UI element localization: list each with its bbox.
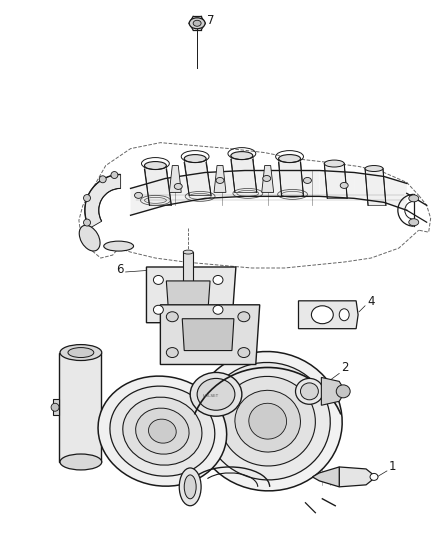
Polygon shape xyxy=(59,352,101,462)
Text: 5: 5 xyxy=(225,278,232,292)
Text: 4: 4 xyxy=(367,295,374,308)
Ellipse shape xyxy=(300,383,318,400)
Ellipse shape xyxy=(190,373,242,416)
Polygon shape xyxy=(183,252,193,284)
Ellipse shape xyxy=(370,473,378,480)
Ellipse shape xyxy=(60,345,102,360)
Polygon shape xyxy=(354,173,384,203)
Ellipse shape xyxy=(238,312,250,322)
Polygon shape xyxy=(146,267,236,322)
Ellipse shape xyxy=(153,276,163,285)
Ellipse shape xyxy=(79,225,100,251)
Ellipse shape xyxy=(184,475,196,499)
Ellipse shape xyxy=(339,309,349,321)
Ellipse shape xyxy=(365,166,383,172)
Ellipse shape xyxy=(216,177,224,183)
Ellipse shape xyxy=(110,386,215,476)
Ellipse shape xyxy=(123,397,202,465)
Polygon shape xyxy=(160,305,260,365)
Polygon shape xyxy=(321,377,345,405)
Ellipse shape xyxy=(184,155,206,163)
Polygon shape xyxy=(298,301,358,329)
Polygon shape xyxy=(319,171,354,198)
Ellipse shape xyxy=(197,378,235,410)
Ellipse shape xyxy=(153,305,163,314)
Ellipse shape xyxy=(98,376,227,486)
Ellipse shape xyxy=(148,419,176,443)
Polygon shape xyxy=(145,166,171,205)
Polygon shape xyxy=(166,281,210,309)
Polygon shape xyxy=(365,168,386,205)
Ellipse shape xyxy=(84,219,91,226)
Ellipse shape xyxy=(136,408,189,454)
Ellipse shape xyxy=(193,352,342,491)
Polygon shape xyxy=(131,179,165,215)
Polygon shape xyxy=(262,166,274,192)
Text: 2: 2 xyxy=(341,361,349,374)
Ellipse shape xyxy=(249,403,286,439)
Ellipse shape xyxy=(235,390,300,452)
Polygon shape xyxy=(285,171,319,196)
Polygon shape xyxy=(279,158,304,196)
Text: 7: 7 xyxy=(207,14,215,27)
Polygon shape xyxy=(245,171,285,196)
Polygon shape xyxy=(182,319,234,351)
Ellipse shape xyxy=(134,192,142,198)
Ellipse shape xyxy=(166,348,178,358)
Ellipse shape xyxy=(68,348,94,358)
Ellipse shape xyxy=(213,305,223,314)
Polygon shape xyxy=(205,171,245,198)
Polygon shape xyxy=(165,173,205,205)
Ellipse shape xyxy=(205,362,330,480)
Ellipse shape xyxy=(409,195,419,202)
Ellipse shape xyxy=(60,454,102,470)
Ellipse shape xyxy=(183,250,193,254)
Ellipse shape xyxy=(174,183,182,189)
Polygon shape xyxy=(85,174,120,228)
Ellipse shape xyxy=(220,376,315,466)
Polygon shape xyxy=(231,156,257,192)
Ellipse shape xyxy=(231,151,253,159)
Ellipse shape xyxy=(409,219,419,225)
Ellipse shape xyxy=(179,468,201,506)
Ellipse shape xyxy=(263,175,271,181)
Ellipse shape xyxy=(340,182,348,188)
Ellipse shape xyxy=(183,282,193,286)
Ellipse shape xyxy=(166,312,178,322)
Ellipse shape xyxy=(104,241,134,251)
Ellipse shape xyxy=(238,348,250,358)
Ellipse shape xyxy=(145,161,166,169)
Polygon shape xyxy=(53,399,59,415)
Ellipse shape xyxy=(111,172,118,179)
Ellipse shape xyxy=(84,195,91,201)
Text: 3: 3 xyxy=(341,385,349,398)
Ellipse shape xyxy=(193,20,201,26)
Ellipse shape xyxy=(296,378,323,404)
Polygon shape xyxy=(384,176,407,211)
Ellipse shape xyxy=(324,160,344,167)
Ellipse shape xyxy=(213,276,223,285)
Polygon shape xyxy=(312,467,339,487)
Ellipse shape xyxy=(311,306,333,324)
Polygon shape xyxy=(339,467,376,487)
Polygon shape xyxy=(170,166,181,192)
Ellipse shape xyxy=(279,155,300,163)
Ellipse shape xyxy=(99,176,106,183)
Ellipse shape xyxy=(51,403,59,411)
Ellipse shape xyxy=(189,18,205,29)
Polygon shape xyxy=(324,164,347,198)
Polygon shape xyxy=(184,158,211,196)
Ellipse shape xyxy=(336,385,350,398)
Polygon shape xyxy=(214,166,226,192)
Ellipse shape xyxy=(304,177,311,183)
Text: 6: 6 xyxy=(116,263,123,277)
Text: 1: 1 xyxy=(389,461,396,473)
Text: HOLSET: HOLSET xyxy=(203,394,219,398)
